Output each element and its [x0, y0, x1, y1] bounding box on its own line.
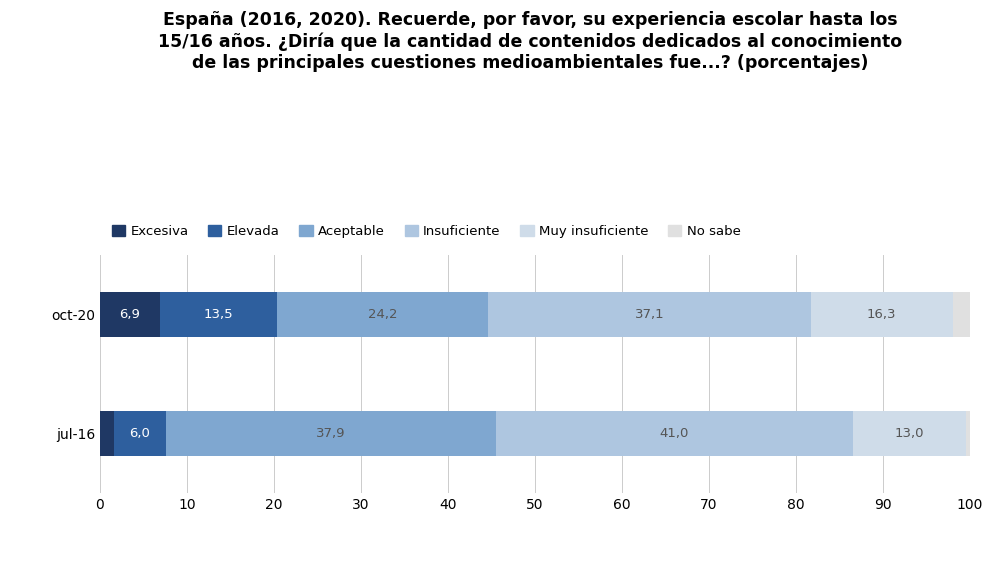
Bar	[953, 292, 970, 337]
Text: 37,1: 37,1	[635, 308, 664, 321]
Bar	[114, 411, 166, 456]
Bar	[100, 292, 160, 337]
Text: 6,0: 6,0	[130, 428, 150, 440]
Text: 6,9: 6,9	[120, 308, 140, 321]
Legend: Excesiva, Elevada, Aceptable, Insuficiente, Muy insuficiente, No sabe: Excesiva, Elevada, Aceptable, Insuficien…	[107, 219, 746, 243]
Bar	[160, 292, 277, 337]
Bar	[277, 292, 488, 337]
Text: España (2016, 2020). Recuerde, por favor, su experiencia escolar hasta los
15/16: España (2016, 2020). Recuerde, por favor…	[158, 11, 902, 71]
Text: 24,2: 24,2	[368, 308, 398, 321]
Text: 13,5: 13,5	[204, 308, 234, 321]
Bar	[811, 292, 953, 337]
Text: 16,3: 16,3	[867, 308, 896, 321]
Bar	[100, 411, 114, 456]
Text: 37,9: 37,9	[316, 428, 346, 440]
Bar	[488, 292, 811, 337]
Bar	[853, 411, 966, 456]
Bar	[966, 411, 970, 456]
Bar	[496, 411, 853, 456]
Bar	[166, 411, 496, 456]
Text: 41,0: 41,0	[660, 428, 689, 440]
Text: 13,0: 13,0	[894, 428, 924, 440]
